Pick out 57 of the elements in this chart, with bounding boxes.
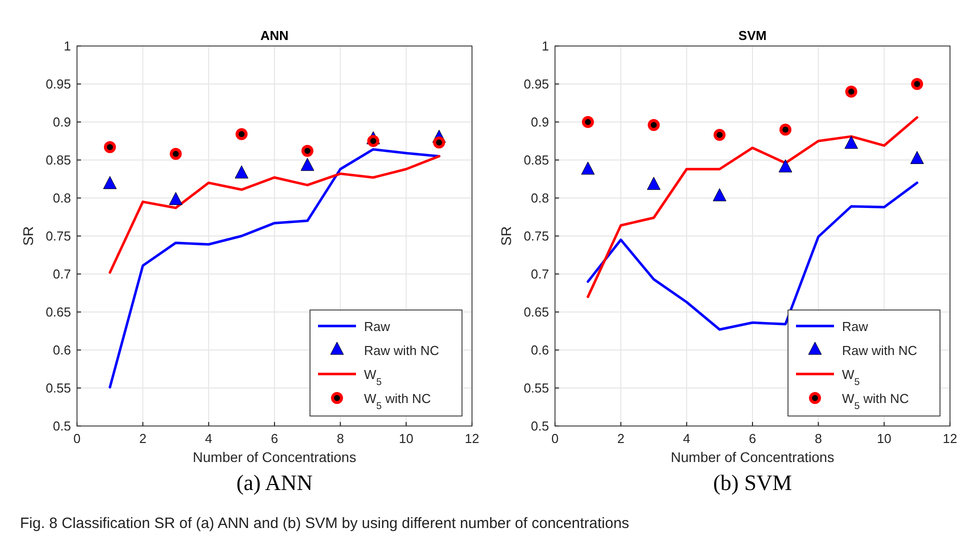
x-tick-label: 8 bbox=[336, 431, 344, 446]
y-tick-label: 0.5 bbox=[530, 418, 549, 434]
x-tick-label: 6 bbox=[270, 431, 278, 446]
legend-label: W$_{5}$ bbox=[364, 367, 382, 388]
legend-label: Raw bbox=[842, 319, 869, 334]
y-tick-label: 0.75 bbox=[524, 228, 549, 244]
y-tick-label: 0.95 bbox=[46, 76, 71, 92]
line-series bbox=[108, 148, 440, 388]
caption: Fig. 8 Classification SR of (a) ANN and (b) SVM by using different number of concentrations bbox=[20, 515, 630, 532]
x-tick-label: 12 bbox=[464, 431, 480, 446]
y-tick-label: 0.95 bbox=[524, 76, 549, 92]
x-tick-label: 12 bbox=[942, 431, 958, 446]
chart-title: ANN bbox=[260, 28, 289, 43]
y-tick-label: 0.6 bbox=[52, 342, 71, 358]
line-series bbox=[108, 154, 440, 274]
legend-label: Raw bbox=[364, 319, 391, 334]
y-tick-label: 0.55 bbox=[46, 380, 71, 396]
y-tick-label: 0.65 bbox=[46, 304, 71, 320]
x-axis-title: Number of Concentrations bbox=[192, 449, 356, 465]
x-tick-label: 10 bbox=[876, 431, 892, 446]
x-tick-label: 2 bbox=[139, 431, 146, 446]
y-tick-label: 0.7 bbox=[530, 266, 549, 282]
x-tick-label: 10 bbox=[398, 431, 414, 446]
y-tick-label: 0.5 bbox=[52, 418, 71, 434]
y-tick-label: 0.65 bbox=[524, 304, 549, 320]
legend-label: Raw with NC bbox=[364, 343, 440, 358]
y-axis-title: SR bbox=[498, 226, 514, 246]
line-series bbox=[586, 116, 918, 298]
y-tick-label: 0.9 bbox=[530, 114, 549, 130]
x-axis-title: Number of Concentrations bbox=[670, 449, 834, 465]
y-tick-label: 0.8 bbox=[530, 190, 549, 206]
y-tick-label: 0.55 bbox=[524, 380, 549, 396]
text: (a) ANN bbox=[236, 470, 313, 495]
y-tick-label: 1 bbox=[542, 38, 549, 54]
y-tick-label: 0.7 bbox=[52, 266, 71, 282]
legend-label: W$_{5}$ with NC bbox=[842, 391, 909, 412]
y-tick-label: 1 bbox=[64, 38, 71, 54]
y-tick-label: 0.9 bbox=[52, 114, 71, 130]
y-tick-label: 0.75 bbox=[46, 228, 71, 244]
y-tick-label: 0.6 bbox=[530, 342, 549, 358]
x-tick-label: 4 bbox=[205, 431, 212, 446]
legend-label: Raw with NC bbox=[842, 343, 918, 358]
x-tick-label: 8 bbox=[814, 431, 822, 446]
line-series bbox=[586, 182, 918, 331]
x-tick-label: 0 bbox=[73, 431, 81, 446]
y-tick-label: 0.8 bbox=[52, 190, 71, 206]
x-tick-label: 4 bbox=[683, 431, 690, 446]
y-axis-title: SR bbox=[20, 226, 36, 246]
legend-label: W$_{5}$ with NC bbox=[364, 391, 431, 412]
y-tick-label: 0.85 bbox=[46, 152, 71, 168]
x-tick-label: 6 bbox=[748, 431, 756, 446]
x-tick-label: 2 bbox=[617, 431, 624, 446]
legend-label: W$_{5}$ bbox=[842, 367, 860, 388]
text: (b) SVM bbox=[713, 470, 792, 495]
chart-title: SVM bbox=[738, 28, 767, 43]
y-tick-label: 0.85 bbox=[524, 152, 549, 168]
x-tick-label: 0 bbox=[551, 431, 559, 446]
